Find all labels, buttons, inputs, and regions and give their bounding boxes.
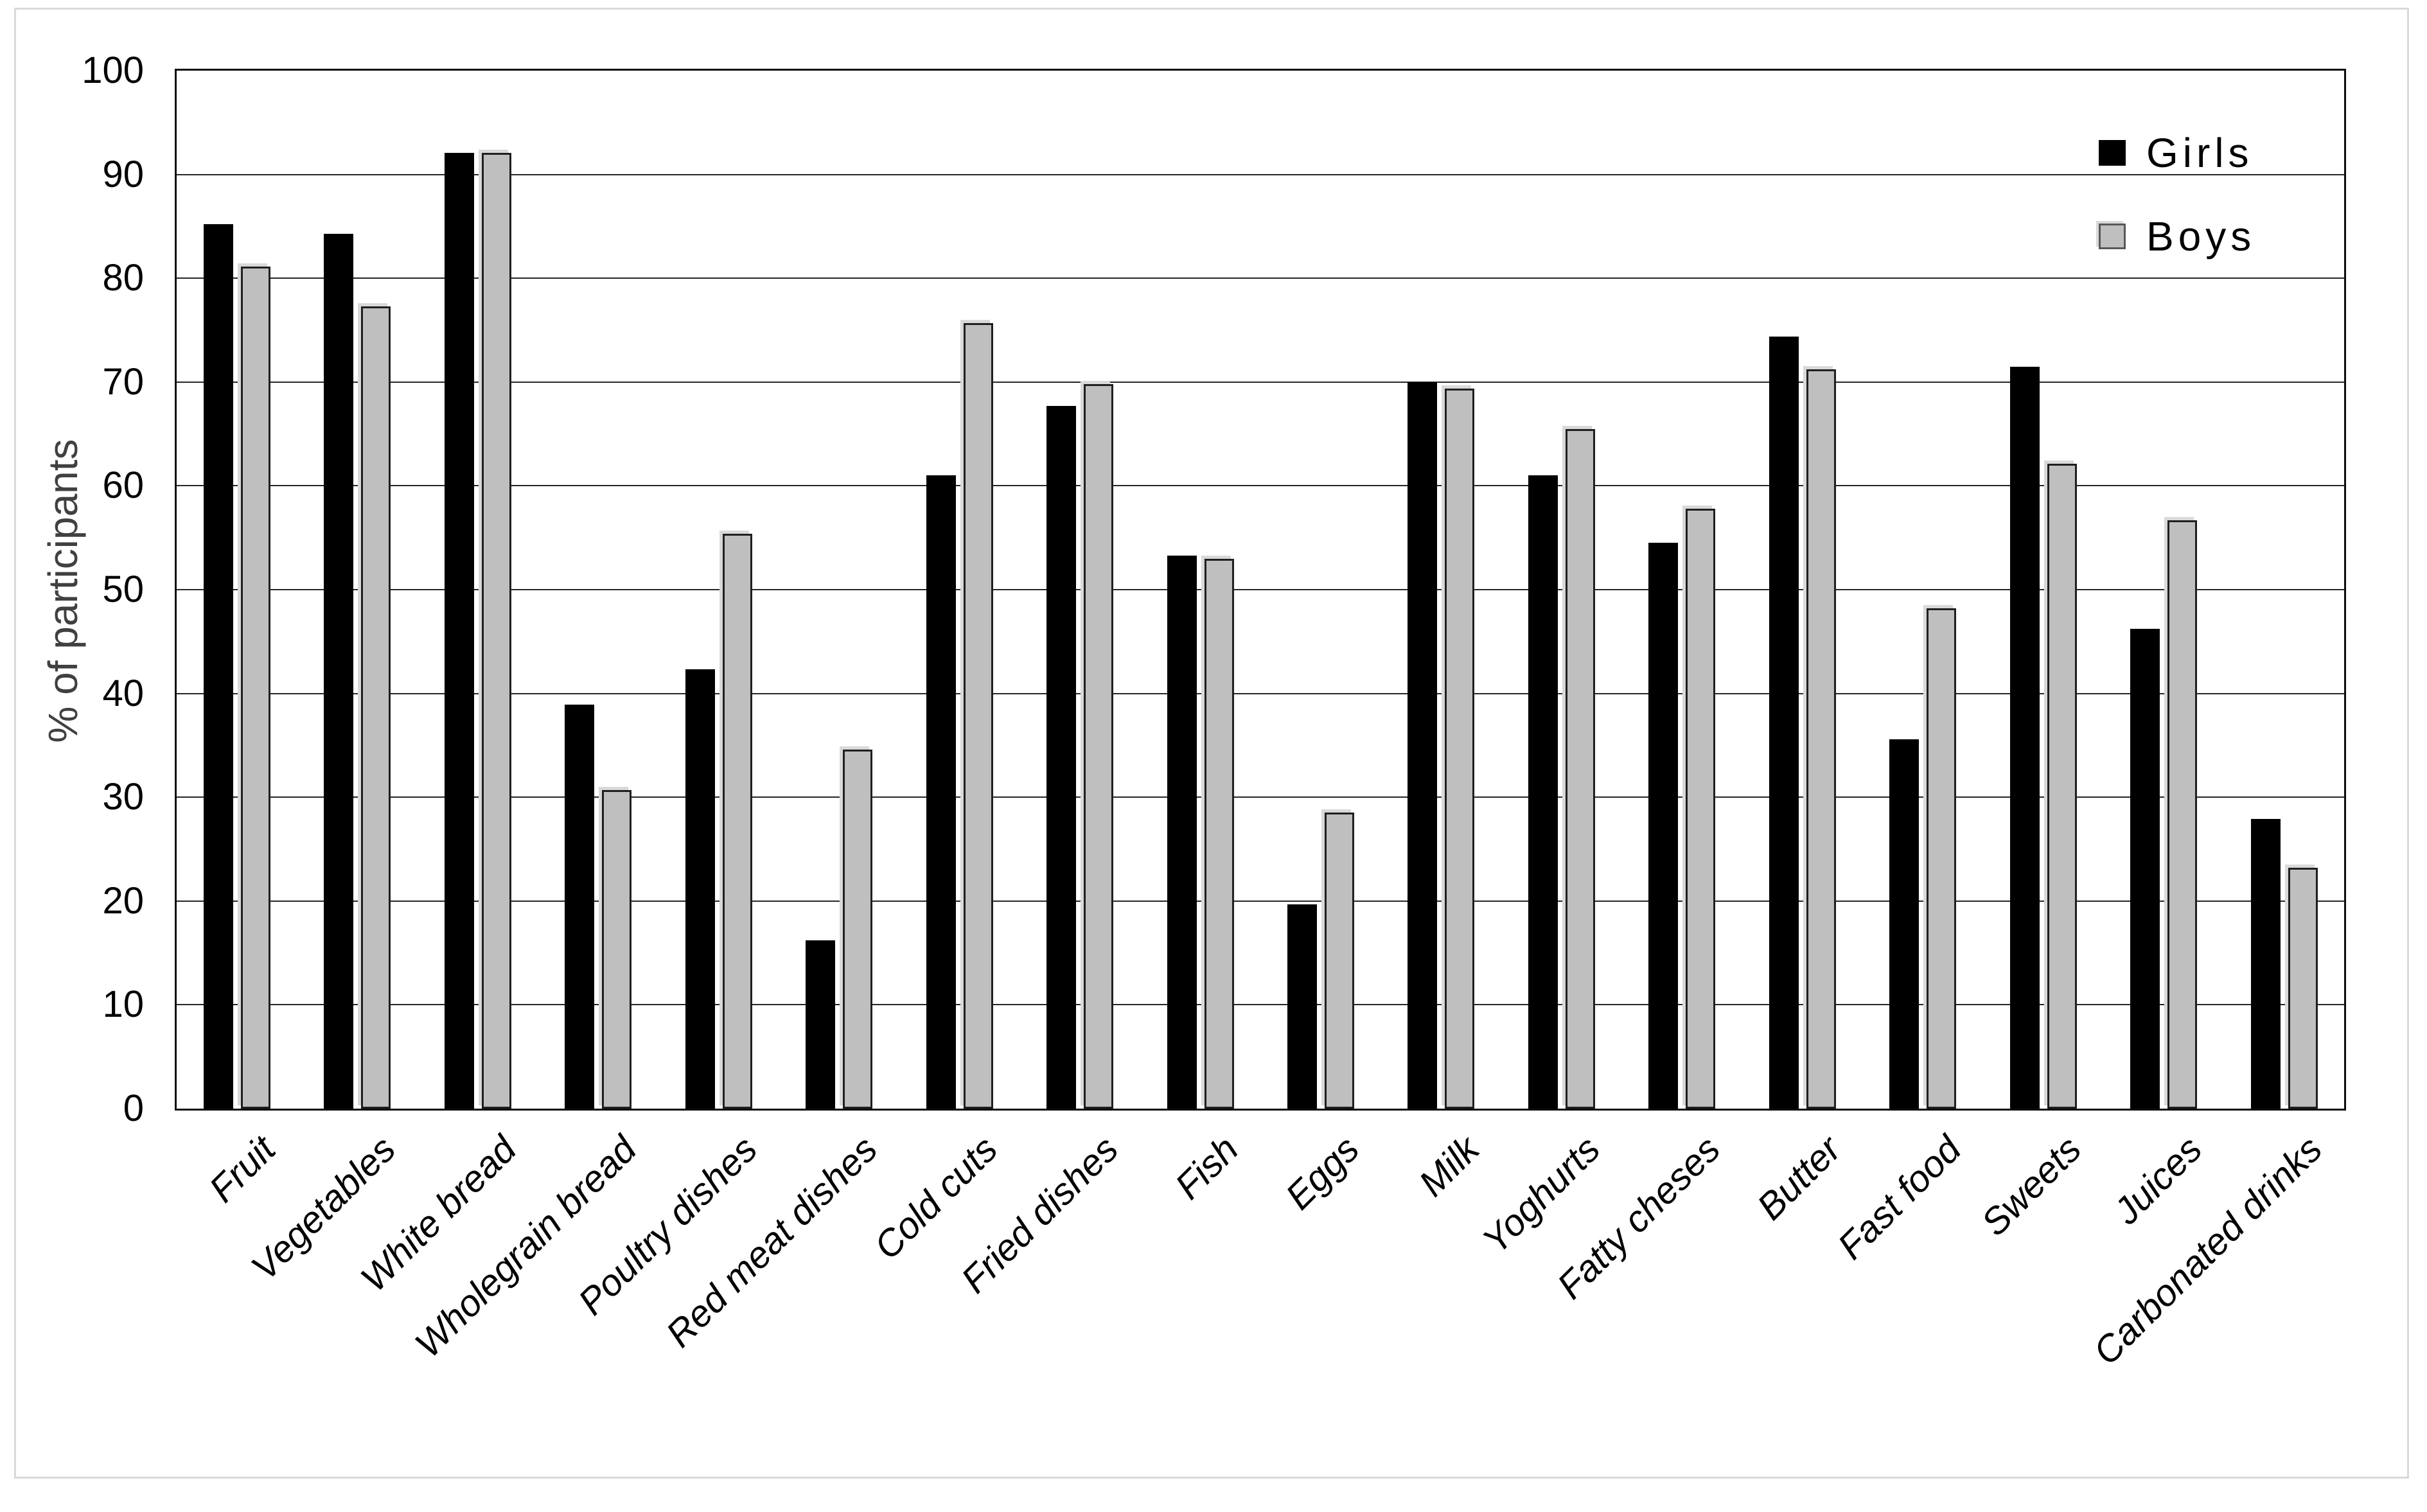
gridline-20: [177, 900, 2344, 902]
boys-bar-poultry-dishes: [722, 533, 752, 1109]
plot-area: Girls Boys: [175, 69, 2346, 1111]
gridline-80: [177, 277, 2344, 279]
girls-bar-yoghurts: [1528, 475, 1558, 1109]
girls-bar-wholegrain-bread: [565, 705, 595, 1109]
boys-series-swatch: [2099, 224, 2126, 249]
y-tick-label-50: 50: [102, 568, 144, 610]
boys-bar-yoghurts: [1565, 428, 1595, 1109]
y-tick-label-80: 80: [102, 257, 144, 299]
bar-group-juices: [2103, 71, 2223, 1109]
bar-group-sweets: [1983, 71, 2103, 1109]
girls-bar-juices: [2130, 629, 2160, 1109]
bar-group-white-bread: [418, 71, 538, 1109]
boys-bar-white-bread: [481, 152, 511, 1109]
legend-item-girls: Girls: [2099, 130, 2255, 176]
bar-group-wholegrain-bread: [538, 71, 658, 1109]
y-tick-label-30: 30: [102, 776, 144, 818]
y-tick-label-0: 0: [123, 1087, 144, 1129]
gridline-10: [177, 1004, 2344, 1006]
gridline-60: [177, 485, 2344, 487]
bar-group-fried-dishes: [1019, 71, 1140, 1109]
girls-bar-fatty-cheses: [1648, 543, 1679, 1109]
y-tick-label-40: 40: [102, 672, 144, 714]
legend: Girls Boys: [2099, 130, 2255, 297]
boys-bar-butter: [1806, 369, 1836, 1109]
boys-bar-fried-dishes: [1084, 384, 1114, 1109]
gridline-90: [177, 173, 2344, 175]
girls-bar-poultry-dishes: [685, 669, 715, 1109]
boys-bar-eggs: [1325, 813, 1354, 1109]
boys-bar-red-meat-dishes: [843, 749, 873, 1109]
bar-group-yoghurts: [1501, 71, 1621, 1109]
bar-group-fish: [1140, 71, 1260, 1109]
bar-group-fast-food: [1862, 71, 1982, 1109]
boys-bar-vegetables: [361, 306, 391, 1109]
girls-bar-fruit: [204, 224, 233, 1109]
figure-border: [14, 8, 2409, 1479]
girls-bar-carbonated-drinks: [2250, 819, 2281, 1109]
boys-bar-juices: [2167, 520, 2198, 1109]
y-tick-label-100: 100: [82, 49, 144, 91]
y-tick-label-20: 20: [102, 879, 144, 922]
y-tick-label-10: 10: [102, 983, 144, 1026]
bar-group-fruit: [177, 71, 297, 1109]
y-tick-label-70: 70: [102, 360, 144, 403]
legend-label-girls: Girls: [2146, 130, 2254, 176]
girls-bar-milk: [1408, 382, 1438, 1109]
boys-bar-fatty-cheses: [1686, 508, 1716, 1109]
bar-group-carbonated-drinks: [2224, 71, 2344, 1109]
girls-bar-fish: [1167, 555, 1197, 1109]
bar-group-poultry-dishes: [658, 71, 779, 1109]
girls-bar-sweets: [2009, 366, 2040, 1109]
boys-bar-milk: [1445, 388, 1475, 1109]
bar-group-cold-cuts: [899, 71, 1019, 1109]
bar-group-butter: [1742, 71, 1862, 1109]
boys-bar-wholegrain-bread: [602, 789, 632, 1109]
girls-bar-vegetables: [324, 233, 354, 1109]
girls-bar-fried-dishes: [1046, 405, 1077, 1109]
boys-bar-fast-food: [1927, 608, 1957, 1109]
gridline-30: [177, 796, 2344, 798]
boys-bar-fish: [1204, 558, 1234, 1109]
girls-bar-fast-food: [1889, 739, 1920, 1109]
boys-bar-sweets: [2047, 464, 2077, 1109]
y-tick-label-90: 90: [102, 153, 144, 195]
bar-group-fatty-cheses: [1621, 71, 1742, 1109]
girls-bar-red-meat-dishes: [806, 940, 836, 1109]
gridline-50: [177, 589, 2344, 590]
legend-label-boys: Boys: [2146, 213, 2256, 259]
bar-group-milk: [1381, 71, 1501, 1109]
bar-group-vegetables: [297, 71, 417, 1109]
gridline-40: [177, 692, 2344, 694]
boys-bar-cold-cuts: [963, 322, 993, 1109]
gridline-70: [177, 381, 2344, 383]
bar-group-red-meat-dishes: [779, 71, 899, 1109]
girls-series-swatch: [2099, 140, 2126, 166]
girls-bar-butter: [1769, 336, 1799, 1109]
y-tick-label-60: 60: [102, 464, 144, 507]
legend-item-boys: Boys: [2099, 213, 2255, 259]
girls-bar-cold-cuts: [926, 475, 956, 1109]
girls-bar-eggs: [1287, 904, 1317, 1109]
girls-bar-white-bread: [444, 152, 474, 1109]
boys-bar-fruit: [241, 267, 270, 1109]
bar-group-eggs: [1260, 71, 1381, 1109]
boys-bar-carbonated-drinks: [2288, 868, 2318, 1109]
